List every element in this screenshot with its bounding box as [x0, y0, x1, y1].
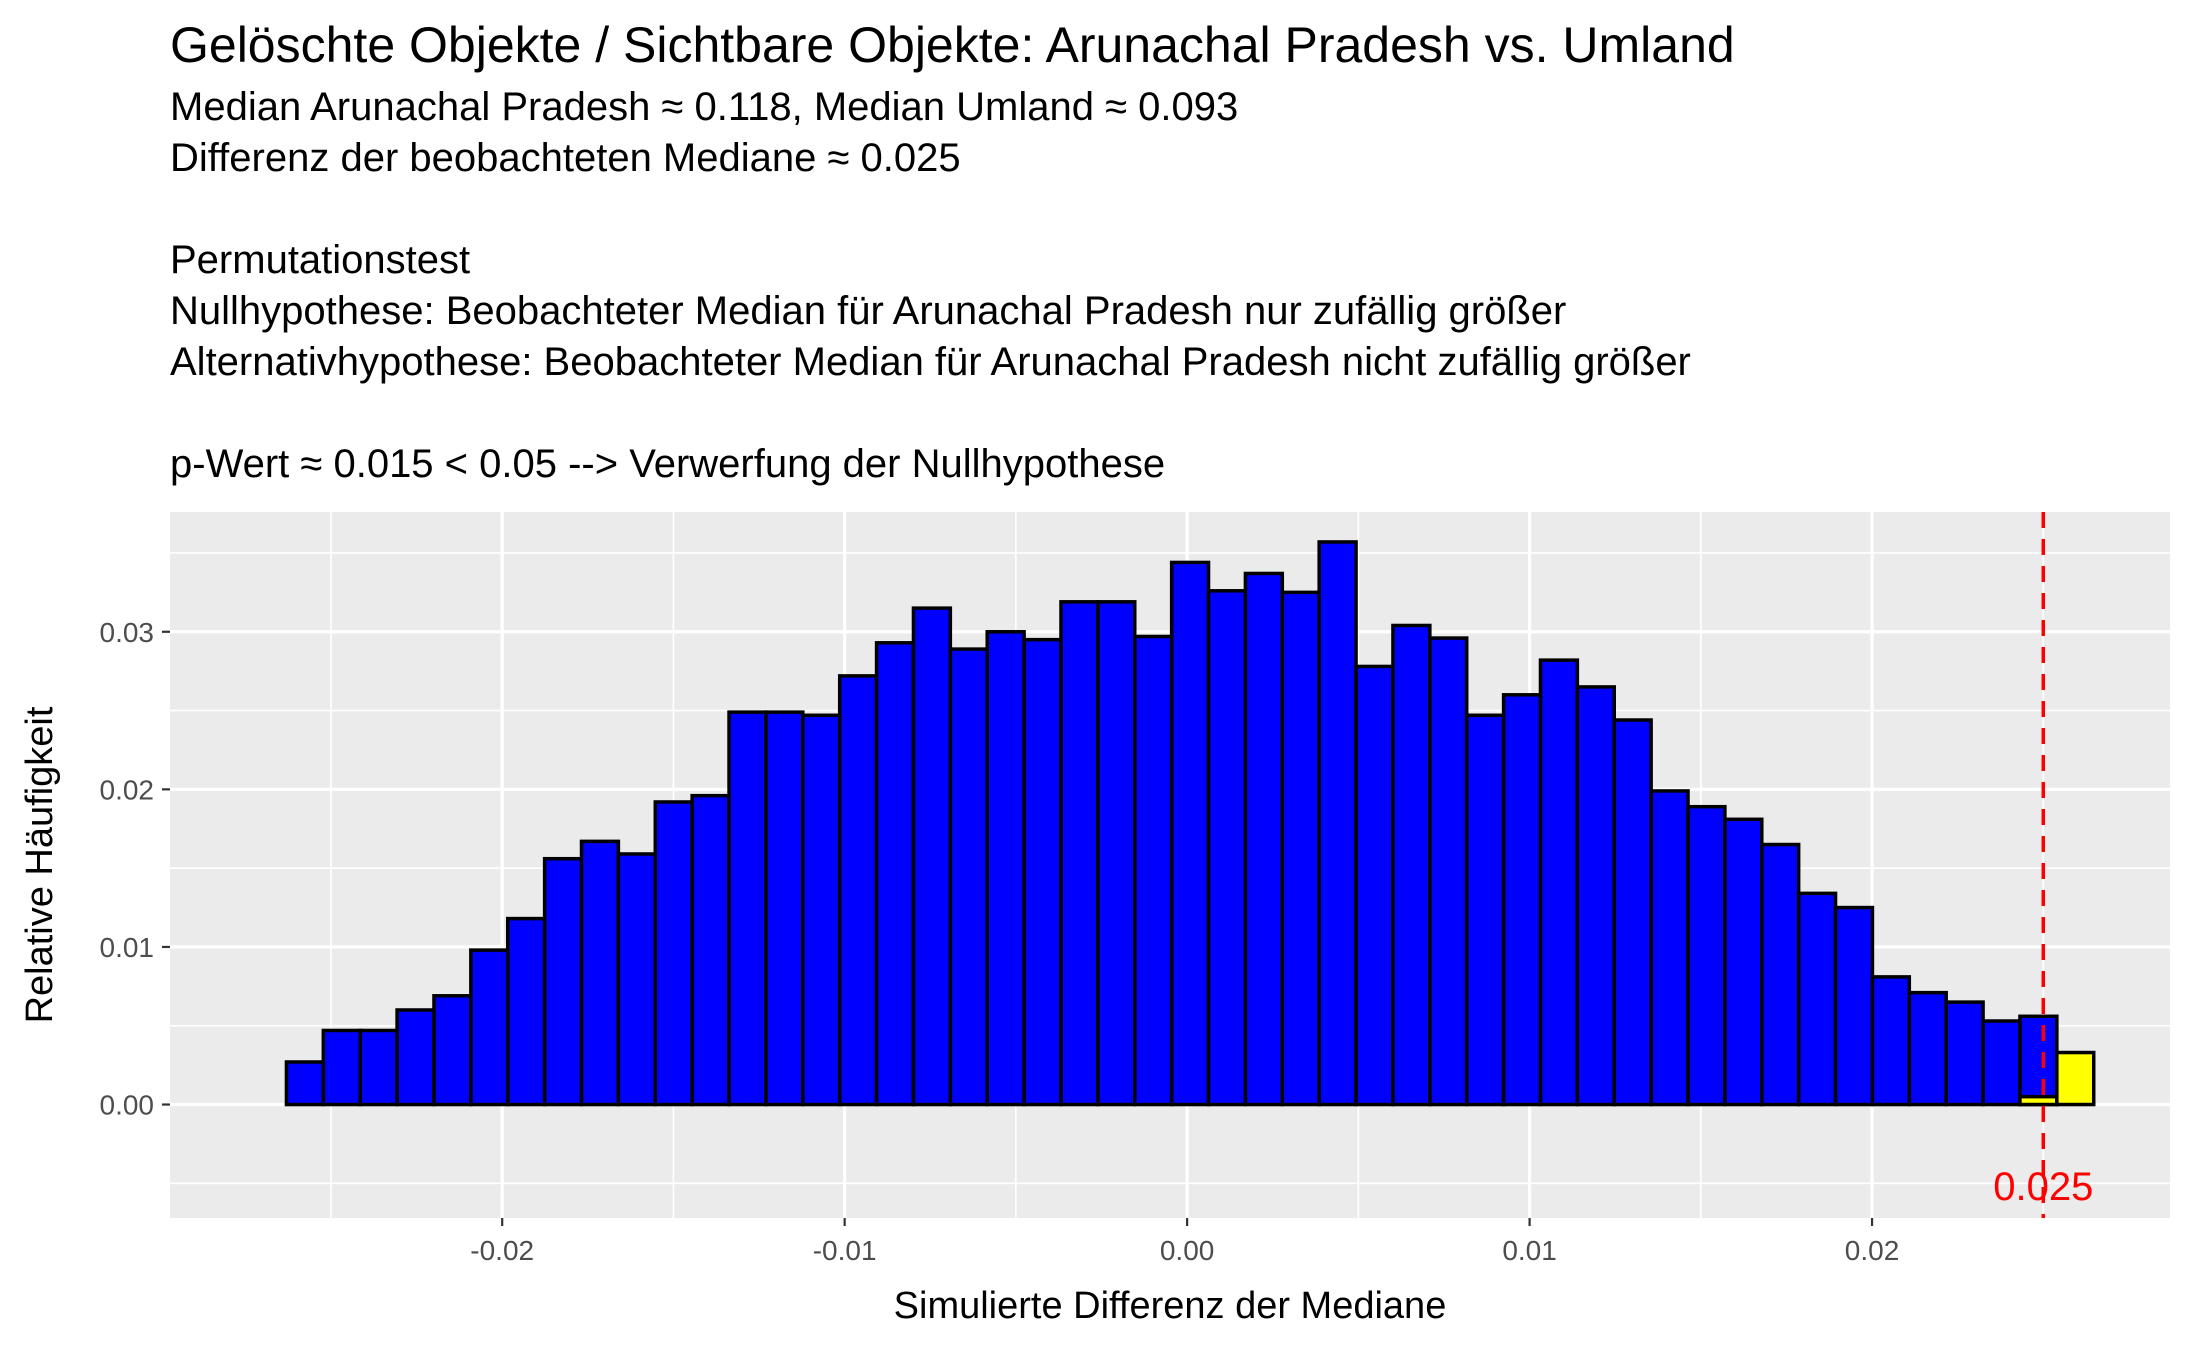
histogram-bar — [985, 630, 1026, 1107]
histogram-bar — [1870, 975, 1912, 1107]
tail-bar — [2055, 1050, 2096, 1107]
histogram-bar — [764, 710, 805, 1107]
histogram-bar — [1538, 658, 1580, 1107]
histogram-bar — [358, 1028, 399, 1107]
x-tick-label: 0.01 — [1502, 1235, 1557, 1266]
histogram-bar — [1280, 590, 1321, 1107]
histogram-bar — [1833, 905, 1875, 1107]
histogram-bar — [1464, 713, 1506, 1107]
histogram-bar — [1944, 1000, 1985, 1107]
observed-difference-label: 0.025 — [1993, 1165, 2093, 1209]
x-axis-ticks: -0.02 -0.01 0.00 0.01 0.02 — [470, 1218, 1899, 1266]
histogram-bar — [801, 713, 842, 1107]
histogram-bar — [284, 1060, 326, 1107]
y-axis-title: Relative Häufigkeit — [19, 706, 61, 1023]
histogram-bar — [1317, 540, 1358, 1107]
histogram-bar — [1575, 685, 1616, 1107]
histogram-bar — [948, 647, 989, 1107]
chart-title: Gelöschte Objekte / Sichtbare Objekte: A… — [170, 17, 1735, 73]
histogram-bar — [1723, 817, 1764, 1107]
x-axis-title: Simulierte Differenz der Mediane — [894, 1285, 1447, 1327]
x-tick-label: 0.02 — [1845, 1235, 1900, 1266]
tail-bars — [2018, 1050, 2096, 1107]
x-tick-label: -0.02 — [470, 1235, 534, 1266]
histogram-bar — [653, 800, 694, 1107]
histogram-bar — [2018, 1014, 2059, 1107]
x-tick-label: -0.01 — [813, 1235, 877, 1266]
y-tick-label: 0.03 — [100, 617, 155, 648]
histogram-bar — [1796, 891, 1838, 1107]
y-axis-ticks: 0.00 0.01 0.02 0.03 — [100, 617, 170, 1121]
x-tick-label: 0.00 — [1160, 1235, 1215, 1266]
histogram-bar — [321, 1028, 362, 1107]
histogram-bar — [1096, 600, 1137, 1107]
histogram-bar — [1760, 842, 1801, 1107]
histogram-bar — [1022, 637, 1063, 1107]
histogram-bar — [432, 994, 473, 1107]
histogram-bar — [469, 948, 510, 1107]
histogram-bar — [1391, 623, 1432, 1107]
histogram-bars — [284, 540, 2059, 1107]
tail-bar — [2018, 1094, 2059, 1107]
histogram-bar — [727, 710, 768, 1107]
histogram-bar — [1612, 718, 1653, 1107]
histogram-bar — [1243, 571, 1285, 1107]
histogram-bar — [616, 852, 658, 1107]
histogram-bar — [1981, 1019, 2022, 1107]
title-block: Gelöschte Objekte / Sichtbare Objekte: A… — [170, 14, 1735, 490]
histogram-bar — [395, 1008, 436, 1107]
histogram-bar — [837, 674, 879, 1107]
y-tick-label: 0.01 — [100, 932, 155, 963]
histogram-bar — [1428, 636, 1469, 1107]
histogram-bar — [874, 641, 916, 1107]
histogram-bar — [1354, 664, 1395, 1107]
histogram-bar — [1501, 693, 1543, 1107]
histogram-bar — [1206, 589, 1248, 1107]
histogram-bar — [1907, 990, 1948, 1107]
histogram-bar — [911, 606, 953, 1107]
histogram-bar — [542, 856, 584, 1107]
y-tick-label: 0.00 — [100, 1090, 155, 1121]
histogram-bar — [1649, 789, 1690, 1107]
chart-subtitle: Median Arunachal Pradesh ≈ 0.118, Median… — [170, 85, 1691, 486]
histogram-bar — [1059, 600, 1100, 1107]
histogram-bar — [690, 793, 731, 1107]
histogram-bar — [579, 839, 621, 1107]
histogram-bar — [1686, 804, 1727, 1107]
histogram-bar — [505, 916, 547, 1107]
histogram-bar — [1169, 560, 1211, 1107]
histogram-bar — [1133, 634, 1174, 1107]
y-tick-label: 0.02 — [100, 774, 155, 805]
